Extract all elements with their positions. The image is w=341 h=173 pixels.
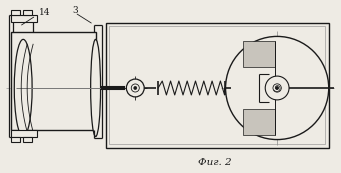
Bar	[23, 10, 32, 15]
Ellipse shape	[265, 76, 289, 100]
Ellipse shape	[273, 84, 281, 92]
Ellipse shape	[276, 86, 279, 89]
Bar	[243, 41, 275, 67]
Ellipse shape	[14, 39, 32, 137]
Ellipse shape	[225, 36, 329, 140]
Bar	[11, 130, 37, 137]
Ellipse shape	[127, 79, 144, 97]
Bar	[11, 15, 37, 21]
Bar	[243, 109, 275, 135]
Bar	[11, 137, 20, 142]
Text: Фиг. 2: Фиг. 2	[198, 158, 232, 167]
Bar	[105, 22, 329, 148]
Text: 14: 14	[39, 8, 50, 17]
Bar	[109, 26, 325, 144]
Ellipse shape	[131, 84, 139, 92]
Ellipse shape	[91, 39, 101, 137]
Ellipse shape	[134, 86, 137, 89]
Bar	[11, 10, 20, 15]
Text: 3: 3	[73, 6, 78, 15]
Bar	[23, 137, 32, 142]
Bar	[11, 33, 95, 130]
